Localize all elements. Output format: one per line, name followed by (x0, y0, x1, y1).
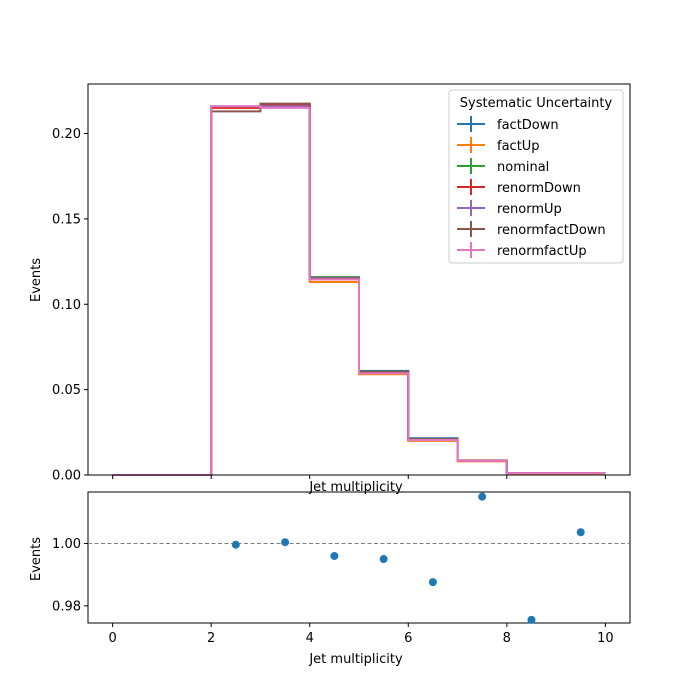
ratio-x-tick-label: 2 (207, 631, 215, 646)
main-y-tick-label: 0.05 (52, 383, 81, 398)
legend-label: renormfactDown (497, 223, 606, 238)
ratio-y-tick-label: 0.98 (52, 599, 81, 614)
ratio-x-tick-label: 8 (503, 631, 511, 646)
ratio-y-ticks: 0.98 1.00 (52, 537, 88, 614)
legend-label: nominal (497, 160, 549, 175)
legend-label: renormDown (497, 181, 581, 196)
main-y-tick-label: 0.00 (52, 469, 81, 484)
main-histogram-panel: 0.00 0.05 0.10 0.15 0.20 Jet multiplicity Ev… (29, 83, 631, 495)
ratio-points-group (231, 492, 585, 624)
legend: Systematic Uncertainty factDown factUp nom… (448, 89, 624, 264)
ratio-x-tick-label: 4 (306, 631, 314, 646)
ratio-point (527, 615, 536, 624)
legend-entry-factup: factUp (457, 137, 540, 154)
legend-label: factDown (497, 118, 559, 133)
main-y-tick-label: 0.20 (52, 127, 81, 142)
main-y-ticks: 0.00 0.05 0.10 0.15 0.20 (52, 127, 88, 484)
legend-entries: factDown factUp nominal renormDown renormUp r… (457, 116, 606, 259)
legend-entry-renormup: renormUp (457, 200, 562, 217)
ratio-plot-frame (87, 491, 631, 624)
legend-entry-renormfactdown: renormfactDown (457, 221, 606, 238)
ratio-point (330, 551, 339, 560)
main-y-tick-label: 0.15 (52, 212, 81, 227)
legend-label: factUp (497, 139, 540, 154)
legend-label: renormUp (497, 202, 562, 217)
legend-entry-factdown: factDown (457, 116, 559, 133)
ratio-y-axis-label: Events (29, 537, 44, 581)
legend-entry-nominal: nominal (457, 158, 549, 175)
legend-entry-renormfactup: renormfactUp (457, 242, 587, 259)
ratio-x-tick-label: 0 (108, 631, 116, 646)
ratio-point (428, 578, 437, 587)
main-y-axis-label: Events (29, 258, 44, 302)
main-x-axis-label: Jet multiplicity (308, 480, 403, 495)
ratio-point (231, 540, 240, 549)
ratio-x-axis-label: Jet multiplicity (308, 652, 403, 667)
legend-entry-renormdown: renormDown (457, 179, 581, 196)
ratio-point (379, 555, 388, 564)
series-line-renormfactup (112, 105, 606, 476)
ratio-point (576, 528, 585, 537)
legend-box (448, 89, 624, 264)
ratio-y-tick-label: 1.00 (52, 537, 81, 552)
ratio-x-tick-label: 6 (404, 631, 412, 646)
ratio-point (281, 538, 290, 547)
main-x-ticks (112, 475, 606, 479)
legend-title: Systematic Uncertainty (460, 96, 613, 111)
ratio-point (478, 492, 487, 501)
ratio-panel: 0.98 1.00 0 2 4 6 8 10 Jet multiplicity Events (29, 491, 631, 667)
legend-label: renormfactUp (497, 244, 587, 259)
main-y-tick-label: 0.10 (52, 298, 81, 313)
ratio-x-ticks: 0 2 4 6 8 10 (108, 623, 614, 646)
histogram-series-group (112, 102, 606, 476)
main-plot-frame (87, 83, 631, 476)
ratio-x-tick-label: 10 (597, 631, 614, 646)
